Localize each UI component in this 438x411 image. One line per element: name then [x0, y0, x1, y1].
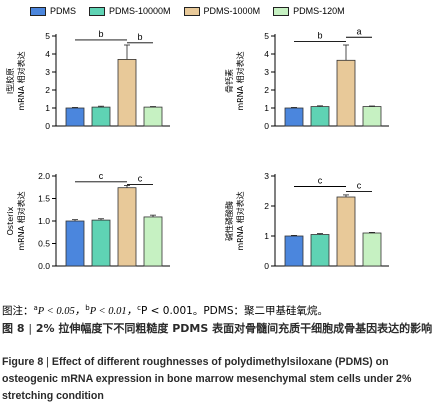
- significance-label: c: [318, 176, 323, 186]
- note-prefix: 图注：: [2, 305, 34, 317]
- legend-swatch-pdms-120m: [273, 6, 290, 16]
- bar-pdms-120m: [362, 106, 382, 127]
- y-axis-label-line-1: Osterix: [6, 206, 15, 235]
- legend-swatch-pdms-10000m: [89, 6, 106, 16]
- significance-label: c: [99, 171, 104, 181]
- note-mark-a: a: [33, 304, 38, 312]
- legend-label-pdms-10000m: PDMS-10000M: [109, 6, 171, 16]
- bar-pdms-1000m: [336, 196, 356, 267]
- significance-label: c: [138, 174, 143, 184]
- legend-swatch-pdms-1000m: [183, 6, 200, 16]
- y-tick-label: 5: [45, 31, 50, 41]
- y-axis-label-line-2: mRNA 相对表达: [235, 191, 245, 250]
- y-tick-label: 2.0: [38, 171, 50, 181]
- y-tick-label: 2: [264, 201, 269, 211]
- bar-pdms-1000m: [117, 59, 137, 127]
- significance-label: b: [137, 32, 142, 42]
- y-axis-label-line-2: mRNA 相对表达: [235, 51, 245, 110]
- note-mark-c: c: [137, 304, 141, 312]
- legend-item-pdms: PDMS: [30, 6, 76, 16]
- y-tick-label: 2: [264, 85, 269, 95]
- y-axis-label-line-2: mRNA 相对表达: [16, 191, 26, 250]
- bar-pdms-120m: [362, 232, 382, 267]
- bar-pdms: [284, 107, 304, 127]
- bar-pdms-120m: [143, 106, 163, 127]
- y-axis-label-line-1: 碱性磷酸酶: [224, 201, 234, 241]
- legend-item-pdms-1000m: PDMS-1000M: [183, 6, 261, 16]
- note-text-c: P < 0.001。PDMS：聚二甲基硅氧烷。: [140, 305, 328, 317]
- y-tick-label: 1: [264, 231, 269, 241]
- caption-en-text: Effect of different roughnesses of polyd…: [2, 356, 412, 402]
- bar-pdms-120m: [143, 216, 163, 267]
- legend-label-pdms: PDMS: [50, 6, 77, 16]
- y-tick-label: 3: [45, 67, 50, 77]
- y-tick-label: 0: [264, 261, 269, 271]
- y-tick-label: 1.0: [38, 216, 50, 226]
- note-text-a: P < 0.05，: [37, 306, 86, 317]
- y-tick-label: 3: [264, 171, 269, 181]
- legend-label-pdms-120m: PDMS-120M: [293, 6, 345, 16]
- y-axis-label-line-1: Ⅰ型胶原: [5, 68, 15, 94]
- note-mark-b: b: [85, 304, 90, 312]
- caption-cn-text: 2% 拉伸幅度下不同粗糙度 PDMS 表面对骨髓间充质干细胞成骨基因表达的影响: [35, 322, 433, 335]
- chart-osterix: Osterix mRNA 相对表达 0.0 0.5 1.0 1.5 2.0 c c: [6, 171, 170, 271]
- y-tick-label: 4: [45, 49, 50, 59]
- y-tick-label: 0.0: [38, 261, 50, 271]
- caption-cn-label: 图 8: [2, 322, 25, 335]
- bar-pdms-10000m: [310, 106, 330, 127]
- bar-pdms-1000m: [117, 187, 137, 267]
- y-tick-label: 0: [264, 121, 269, 131]
- caption-english: Figure 8 | Effect of different roughness…: [2, 354, 436, 405]
- chart-osteocalcin: 骨钙素 mRNA 相对表达 0 1 2 3 4 5 b a: [224, 26, 389, 131]
- y-tick-label: 0.5: [38, 239, 50, 249]
- bar-pdms: [65, 107, 85, 127]
- y-axis-label-line-1: 骨钙素: [224, 69, 234, 93]
- y-tick-label: 5: [264, 31, 269, 41]
- significance-label: c: [357, 181, 362, 191]
- significance-label: a: [356, 26, 361, 36]
- caption-en-label: Figure 8: [2, 356, 44, 368]
- chart-legend: PDMS PDMS-10000M PDMS-1000M PDMS-120M: [30, 4, 434, 18]
- y-tick-label: 3: [264, 67, 269, 77]
- note-text-b: P < 0.01，: [89, 306, 138, 317]
- legend-swatch-pdms: [30, 6, 46, 16]
- significance-label: b: [317, 30, 322, 40]
- chart-collagen-i: Ⅰ型胶原 mRNA 相对表达 0 1 2 3 4 5 b b: [5, 29, 170, 131]
- bar-pdms: [284, 235, 304, 267]
- legend-item-pdms-120m: PDMS-120M: [273, 6, 345, 16]
- caption-en-separator: |: [46, 356, 49, 368]
- legend-item-pdms-10000m: PDMS-10000M: [89, 6, 171, 16]
- bar-pdms-10000m: [91, 106, 111, 127]
- significance-label: b: [98, 29, 103, 39]
- y-tick-label: 2: [45, 85, 50, 95]
- bar-pdms-10000m: [310, 234, 330, 267]
- legend-label-pdms-1000m: PDMS-1000M: [203, 6, 261, 16]
- chart-alkaline-phosphatase: 碱性磷酸酶 mRNA 相对表达 0 1 2 3 c c: [224, 171, 389, 271]
- bar-pdms-10000m: [91, 219, 111, 267]
- figure-note: 图注：aP < 0.05，bP < 0.01，cP < 0.001。PDMS：聚…: [2, 303, 436, 318]
- y-tick-label: 0: [45, 121, 50, 131]
- bar-pdms: [65, 220, 85, 267]
- y-tick-label: 1.5: [38, 194, 50, 204]
- caption-chinese: 图 8 | 2% 拉伸幅度下不同粗糙度 PDMS 表面对骨髓间充质干细胞成骨基因…: [2, 320, 436, 337]
- y-axis-label-line-2: mRNA 相对表达: [16, 51, 26, 110]
- caption-cn-separator: |: [28, 322, 33, 335]
- y-tick-label: 1: [264, 103, 269, 113]
- y-tick-label: 4: [264, 49, 269, 59]
- y-tick-label: 1: [45, 103, 50, 113]
- bar-pdms-1000m: [336, 59, 356, 127]
